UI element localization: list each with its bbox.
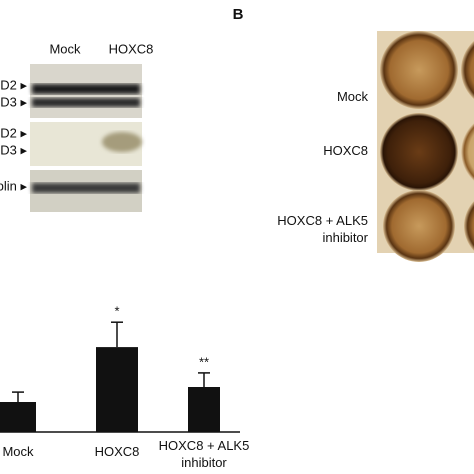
row-label: Mock	[336, 89, 368, 104]
blot-label: blin ▸	[0, 178, 27, 193]
blot-label: LD3 ▸	[0, 142, 27, 157]
x-tick-label: HOXC8	[94, 444, 140, 459]
row-label: HOXC8 + ALK5 inhibitor	[277, 213, 368, 245]
bar	[96, 347, 138, 432]
panel-label: B	[233, 6, 244, 23]
blot-label: LD2 ▸	[0, 125, 27, 140]
bar	[188, 387, 220, 432]
bar	[0, 402, 36, 432]
significance-label: **	[199, 354, 209, 369]
blot-label: LD3 ▸	[0, 94, 27, 109]
western-blots	[30, 64, 142, 212]
x-tick-label: HOXC8 + ALK5 inhibitor	[158, 438, 250, 470]
column-label: Mock	[49, 41, 81, 56]
blot-label: LD2 ▸	[0, 77, 27, 92]
well-images	[377, 31, 474, 262]
x-tick-label: Mock	[2, 444, 34, 459]
column-label: HOXC8	[109, 41, 154, 56]
significance-label: *	[114, 304, 119, 319]
row-label: HOXC8	[323, 143, 368, 158]
